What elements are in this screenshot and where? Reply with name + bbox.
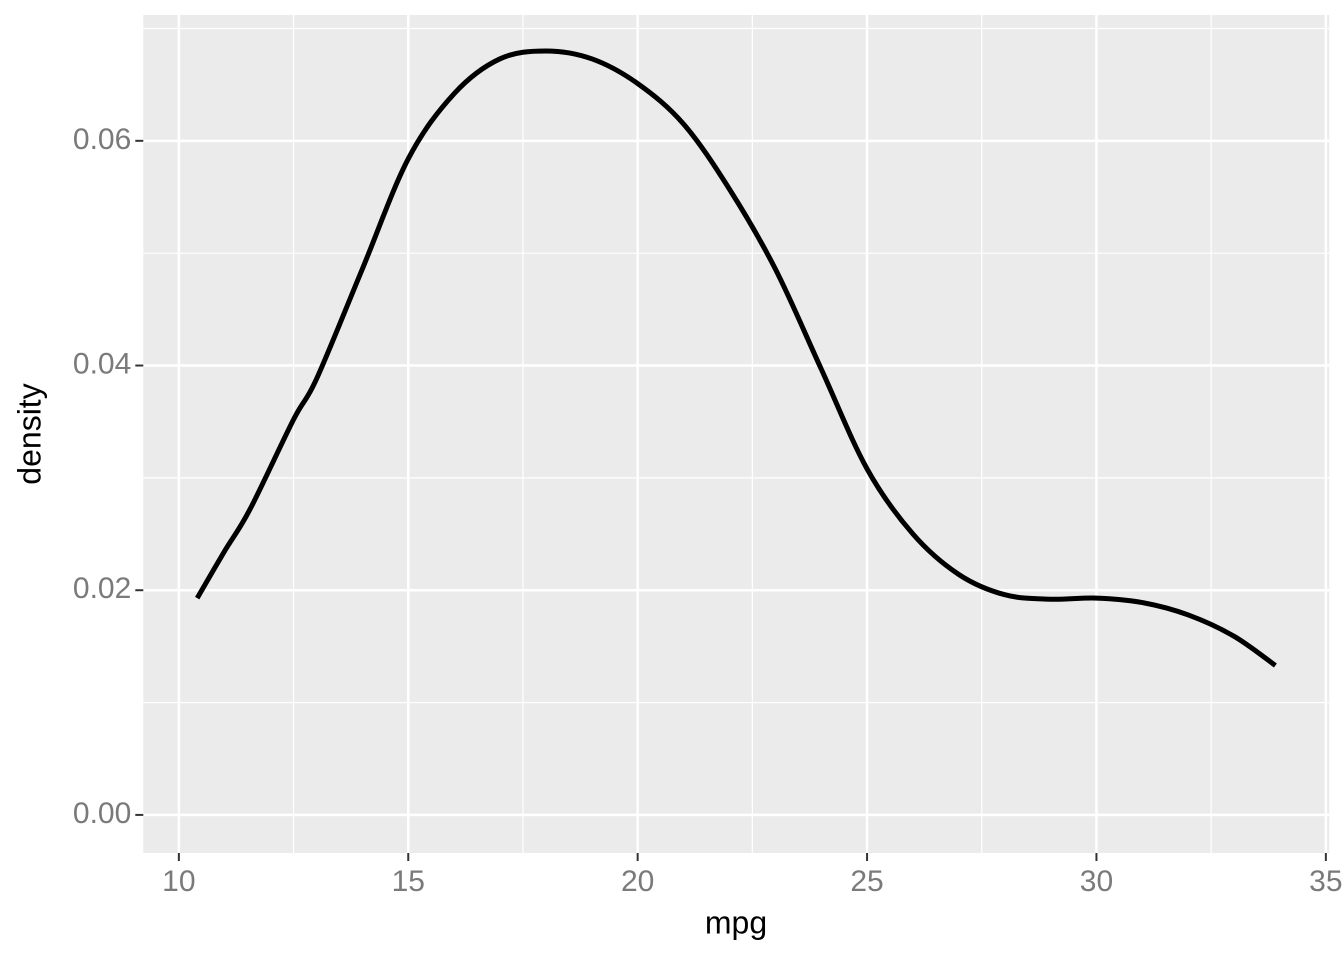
- y-tick-label: 0.02: [73, 572, 131, 605]
- x-tick-label: 25: [850, 865, 883, 898]
- panel: [143, 15, 1330, 853]
- x-tick-label: 20: [621, 865, 654, 898]
- y-tick-label: 0.00: [73, 797, 131, 830]
- x-tick-label: 30: [1080, 865, 1113, 898]
- x-tick-label: 15: [392, 865, 425, 898]
- x-tick-label: 35: [1309, 865, 1342, 898]
- x-axis-title: mpg: [705, 904, 767, 940]
- density-line: [195, 48, 1277, 668]
- x-tick-label: 10: [162, 865, 195, 898]
- y-tick-label: 0.06: [73, 123, 131, 156]
- y-axis-title: density: [11, 383, 47, 484]
- y-tick-label: 0.04: [73, 347, 131, 380]
